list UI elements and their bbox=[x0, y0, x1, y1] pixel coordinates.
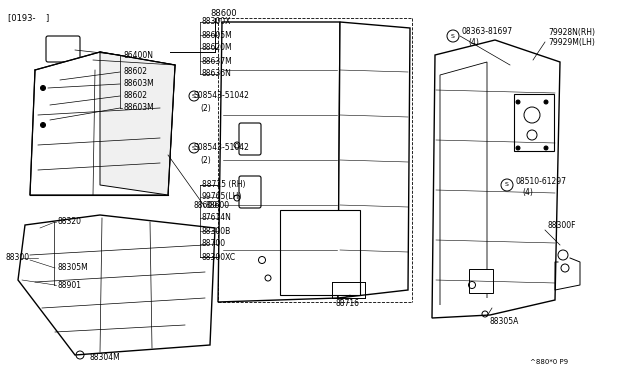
Text: (4): (4) bbox=[522, 189, 533, 198]
Text: 88716: 88716 bbox=[336, 299, 360, 308]
Text: 99765(LH): 99765(LH) bbox=[202, 192, 243, 202]
Text: 88602: 88602 bbox=[123, 92, 147, 100]
Circle shape bbox=[40, 122, 45, 128]
Text: [0193-    ]: [0193- ] bbox=[8, 13, 49, 22]
FancyBboxPatch shape bbox=[239, 123, 261, 155]
Text: S: S bbox=[192, 145, 196, 151]
Text: 88700: 88700 bbox=[202, 240, 226, 248]
Text: 79928N(RH): 79928N(RH) bbox=[548, 28, 595, 36]
Polygon shape bbox=[432, 40, 560, 318]
Text: 88602: 88602 bbox=[123, 67, 147, 77]
Polygon shape bbox=[338, 22, 410, 298]
Text: 88600: 88600 bbox=[194, 201, 218, 209]
Text: 88300: 88300 bbox=[5, 253, 29, 263]
Text: 88305M: 88305M bbox=[57, 263, 88, 273]
Text: 88603M: 88603M bbox=[123, 80, 154, 89]
Text: 88304M: 88304M bbox=[90, 353, 121, 362]
Polygon shape bbox=[18, 215, 215, 355]
Text: 88603M: 88603M bbox=[123, 103, 154, 112]
Circle shape bbox=[544, 100, 548, 104]
Text: 88300B: 88300B bbox=[202, 227, 231, 235]
Text: 88305A: 88305A bbox=[490, 317, 520, 327]
Text: S: S bbox=[192, 93, 196, 99]
Polygon shape bbox=[100, 52, 175, 195]
Polygon shape bbox=[280, 210, 360, 295]
Text: (2): (2) bbox=[200, 103, 211, 112]
Text: 08510-61297: 08510-61297 bbox=[516, 176, 567, 186]
Text: 88600: 88600 bbox=[210, 10, 237, 19]
Circle shape bbox=[544, 146, 548, 150]
Text: S08543-51042: S08543-51042 bbox=[194, 144, 250, 153]
Text: 87614N: 87614N bbox=[202, 214, 232, 222]
Text: 88620M: 88620M bbox=[202, 44, 232, 52]
Text: 88320: 88320 bbox=[57, 218, 81, 227]
Polygon shape bbox=[30, 52, 175, 195]
Circle shape bbox=[516, 100, 520, 104]
Text: 88605M: 88605M bbox=[202, 31, 233, 39]
Text: 88300F: 88300F bbox=[548, 221, 577, 230]
Text: 88600: 88600 bbox=[205, 201, 229, 209]
Text: 88901: 88901 bbox=[57, 280, 81, 289]
Text: (2): (2) bbox=[200, 155, 211, 164]
Text: 08363-81697: 08363-81697 bbox=[462, 28, 513, 36]
Text: S08543-51042: S08543-51042 bbox=[194, 92, 250, 100]
Text: ^880*0 P9: ^880*0 P9 bbox=[530, 359, 568, 365]
Text: (4): (4) bbox=[468, 38, 479, 46]
Text: 79929M(LH): 79929M(LH) bbox=[548, 38, 595, 46]
Circle shape bbox=[516, 146, 520, 150]
FancyBboxPatch shape bbox=[469, 269, 493, 293]
Text: 88715 (RH): 88715 (RH) bbox=[202, 180, 246, 189]
Text: S: S bbox=[505, 183, 509, 187]
Text: S: S bbox=[451, 33, 455, 38]
Circle shape bbox=[40, 86, 45, 90]
Text: 88300X: 88300X bbox=[202, 17, 232, 26]
FancyBboxPatch shape bbox=[239, 176, 261, 208]
Text: 88636N: 88636N bbox=[202, 70, 232, 78]
FancyBboxPatch shape bbox=[514, 94, 554, 151]
Text: 86400N: 86400N bbox=[123, 51, 153, 60]
Text: 88300XC: 88300XC bbox=[202, 253, 236, 262]
Polygon shape bbox=[218, 22, 340, 302]
FancyBboxPatch shape bbox=[46, 36, 80, 62]
Text: 88637M: 88637M bbox=[202, 57, 233, 65]
